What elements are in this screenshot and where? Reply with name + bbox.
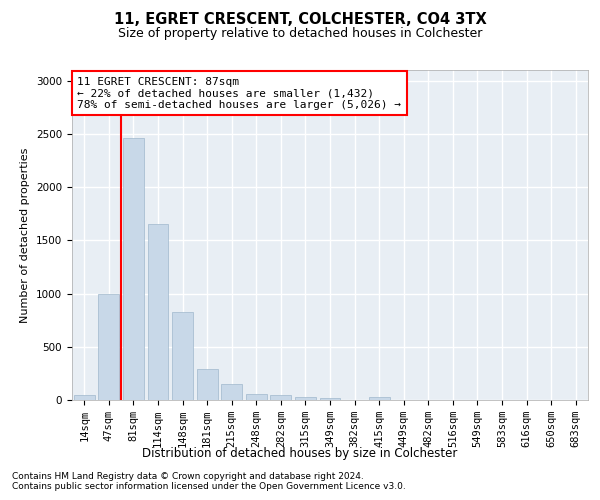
Bar xyxy=(197,369,218,400)
Text: Size of property relative to detached houses in Colchester: Size of property relative to detached ho… xyxy=(118,28,482,40)
Bar xyxy=(98,294,119,400)
Bar xyxy=(172,312,193,400)
Text: Distribution of detached houses by size in Colchester: Distribution of detached houses by size … xyxy=(142,448,458,460)
Bar xyxy=(74,394,95,400)
Text: Contains public sector information licensed under the Open Government Licence v3: Contains public sector information licen… xyxy=(12,482,406,491)
Text: 11, EGRET CRESCENT, COLCHESTER, CO4 3TX: 11, EGRET CRESCENT, COLCHESTER, CO4 3TX xyxy=(113,12,487,28)
Bar xyxy=(368,397,389,400)
Bar xyxy=(271,395,292,400)
Text: Contains HM Land Registry data © Crown copyright and database right 2024.: Contains HM Land Registry data © Crown c… xyxy=(12,472,364,481)
Bar xyxy=(123,138,144,400)
Bar xyxy=(295,397,316,400)
Bar xyxy=(221,384,242,400)
Y-axis label: Number of detached properties: Number of detached properties xyxy=(20,148,31,322)
Bar xyxy=(246,394,267,400)
Bar xyxy=(320,398,340,400)
Text: 11 EGRET CRESCENT: 87sqm
← 22% of detached houses are smaller (1,432)
78% of sem: 11 EGRET CRESCENT: 87sqm ← 22% of detach… xyxy=(77,76,401,110)
Bar xyxy=(148,224,169,400)
